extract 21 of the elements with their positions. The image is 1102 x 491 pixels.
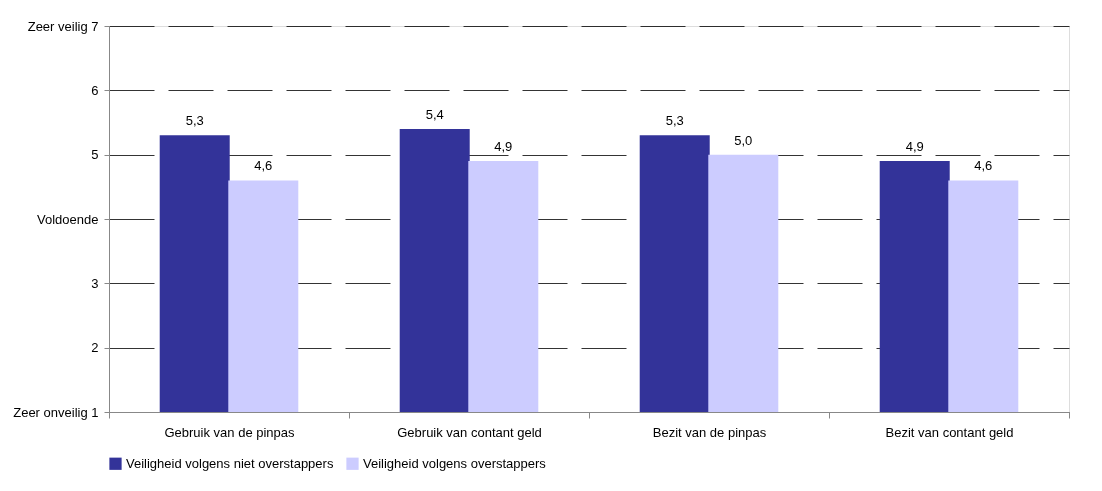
- x-tick-label: Bezit van de pinpas: [652, 424, 767, 440]
- y-tick-label: 5: [91, 147, 99, 163]
- y-tick-label: Zeer veilig 7: [27, 18, 99, 34]
- data-label: 5,4: [425, 106, 444, 122]
- data-label: 4,6: [974, 158, 993, 174]
- x-tick-label: Bezit van contant geld: [885, 424, 1014, 440]
- data-label: 5,0: [734, 132, 753, 148]
- y-tick-label: Voldoende: [37, 211, 99, 227]
- data-label: 5,3: [185, 113, 204, 129]
- legend-label: Veiligheid volgens overstappers: [363, 455, 547, 471]
- data-label: 4,9: [494, 139, 513, 155]
- x-tick-label: Gebruik van contant geld: [397, 424, 542, 440]
- y-tick-label: Zeer onveilig 1: [13, 404, 99, 420]
- y-tick-label: 2: [91, 340, 99, 356]
- x-tick-label: Gebruik van de pinpas: [164, 424, 296, 440]
- y-tick-label: 3: [91, 275, 99, 291]
- data-label: 5,3: [665, 113, 684, 129]
- legend-label: Veiligheid volgens niet overstappers: [126, 455, 334, 471]
- data-label: 4,9: [905, 139, 924, 155]
- data-label: 4,6: [254, 158, 273, 174]
- y-tick-label: 6: [91, 82, 99, 98]
